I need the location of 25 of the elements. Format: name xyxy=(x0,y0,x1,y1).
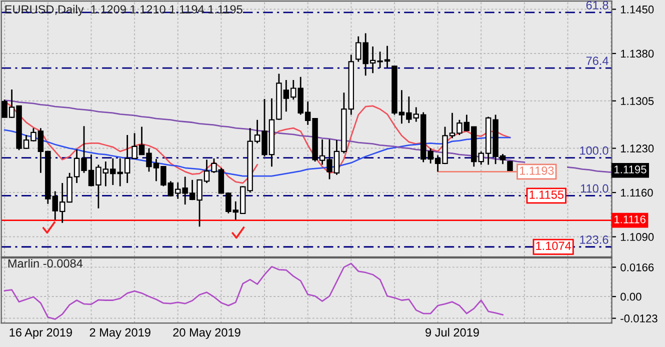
annotation: 61.8 xyxy=(586,1,608,10)
y-tick-label: 0.0166 xyxy=(620,263,654,272)
annotation: 1.1195 xyxy=(614,166,646,174)
annotation: 110.0 xyxy=(580,184,608,193)
y-tick-label: 1.1450 xyxy=(620,6,654,14)
annotation: 76.4 xyxy=(586,56,608,65)
x-tick-label: 16 Apr 2019 xyxy=(10,328,72,339)
y-tick-label: -0.0123 xyxy=(620,314,658,322)
x-tick-label: 2 May 2019 xyxy=(90,328,150,339)
y-tick-label: 1.1160 xyxy=(620,188,653,197)
y-tick-label: 1.1230 xyxy=(620,144,654,152)
x-tick-label: 9 Jul 2019 xyxy=(426,328,479,337)
annotation: 1.1155 xyxy=(530,190,564,199)
y-tick-label: 1.1090 xyxy=(620,233,654,241)
annotation: 1.1074 xyxy=(536,242,572,250)
annotation: 100.0 xyxy=(580,146,608,155)
y-tick-label: 0.00 xyxy=(620,292,642,301)
annotation: 123.6 xyxy=(580,235,608,244)
annotation: 1.1193 xyxy=(520,166,554,175)
y-tick-label: 1.1305 xyxy=(620,97,654,106)
chart-title: EURUSD,Daily 1.1209 1.1210 1.1194 1.1195 xyxy=(5,4,242,16)
ref-line-label: 1.1116 xyxy=(614,215,646,224)
y-tick-label: 1.1380 xyxy=(620,50,654,58)
chart-title: Marlin -0.0084 xyxy=(8,258,83,268)
x-tick-label: 20 May 2019 xyxy=(173,328,240,339)
